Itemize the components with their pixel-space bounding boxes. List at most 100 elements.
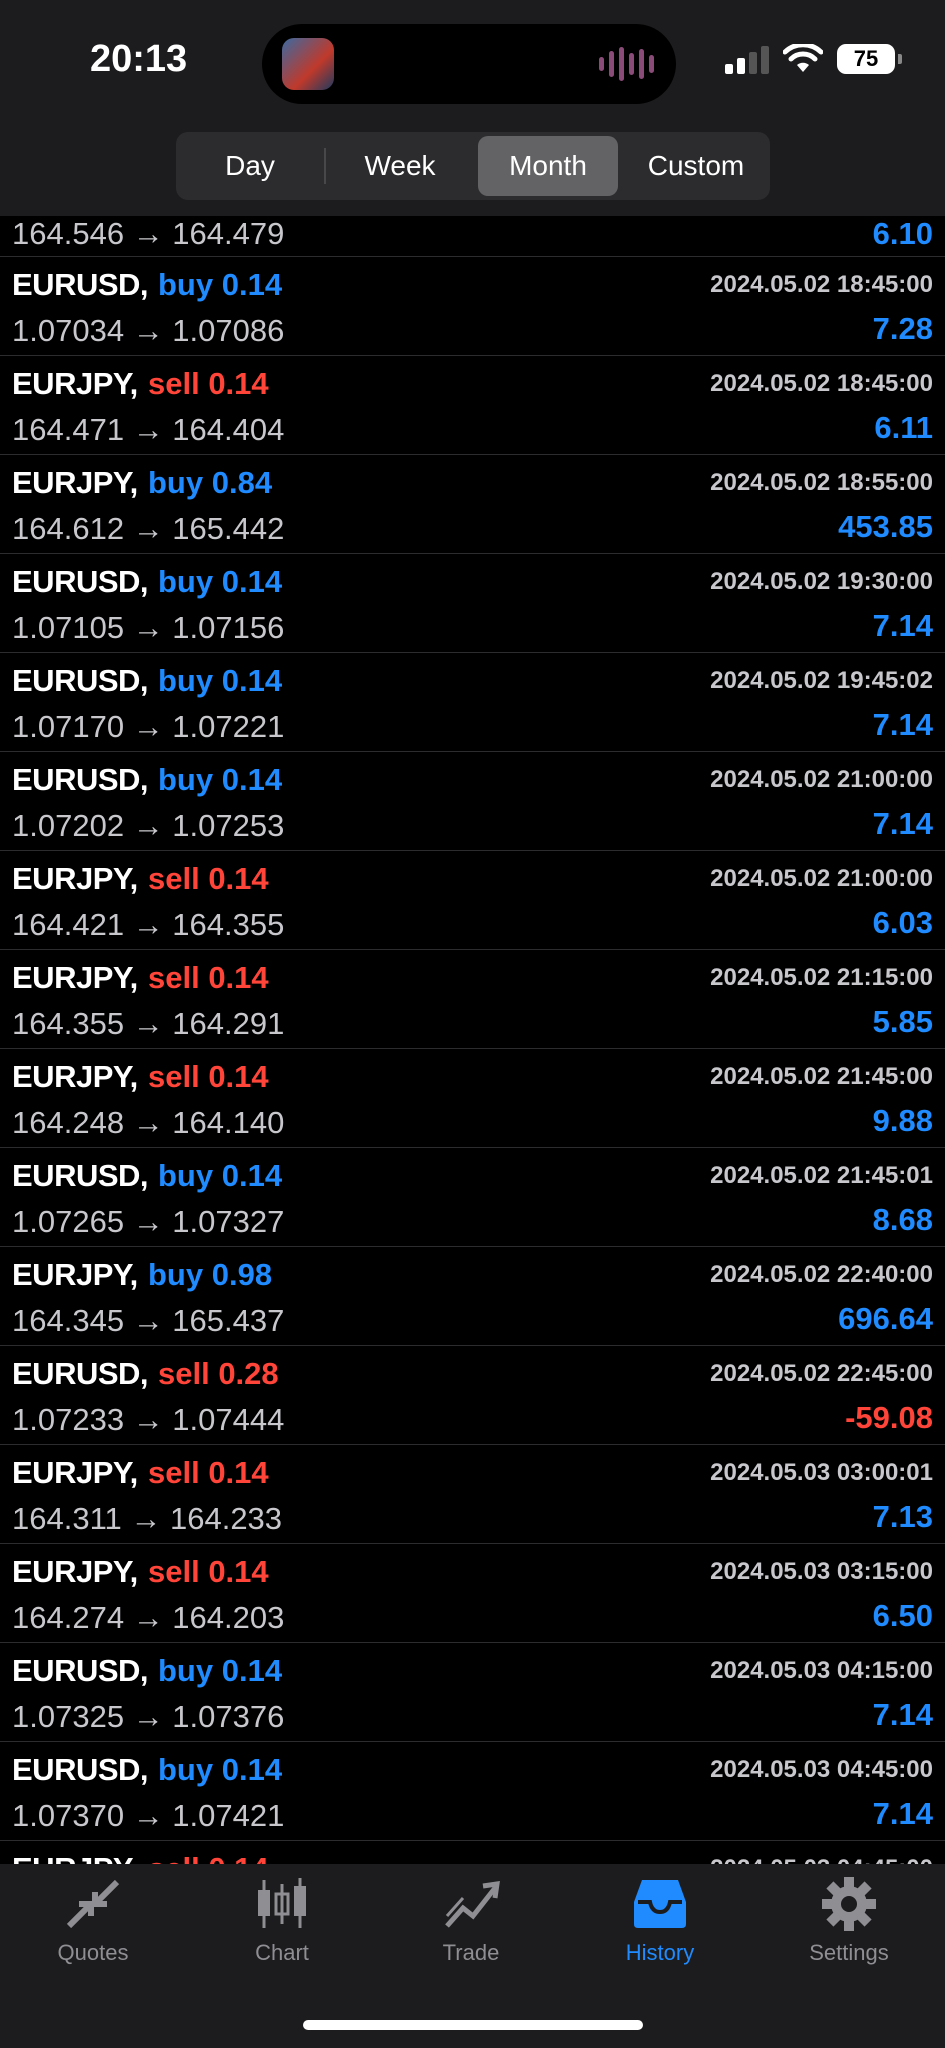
trade-symbol: EURJPY, (12, 861, 138, 896)
trade-profit: 6.50 (872, 1598, 933, 1633)
tab-month[interactable]: Month (478, 136, 618, 196)
trade-symbol: EURJPY, (12, 366, 138, 401)
trade-profit: 7.14 (872, 608, 933, 643)
list-item[interactable]: EURUSD, buy 0.14 1.07370 → 1.07421 2024.05.… (0, 1742, 945, 1841)
trade-side: buy 0.98 (148, 1257, 273, 1292)
trade-prices: 164.274 → 164.203 (12, 1600, 285, 1635)
trade-symbol: EURJPY, (12, 465, 138, 500)
tab-label: Chart (255, 1940, 309, 1965)
bottom-tab-bar: Quotes Chart Trade History (0, 1864, 945, 2048)
trade-side: buy 0.14 (158, 1653, 283, 1688)
tab-settings[interactable]: Settings (779, 1876, 919, 1986)
trade-side: buy 0.14 (158, 1752, 283, 1787)
trade-time: 2024.05.02 21:15:00 (710, 964, 933, 991)
trade-profit: 6.11 (874, 410, 933, 445)
trade-time: 2024.05.02 21:45:01 (710, 1162, 933, 1189)
trade-side: buy 0.14 (158, 564, 283, 599)
trade-prices: 164.248 → 164.140 (12, 1105, 285, 1140)
trade-prices: 164.546 → 164.479 (12, 216, 285, 251)
trade-profit: 7.14 (872, 806, 933, 841)
trade-symbol: EURUSD, (12, 1752, 149, 1787)
tab-history[interactable]: History (590, 1876, 730, 1986)
trade-time: 2024.05.02 18:45:00 (710, 370, 933, 397)
trade-prices: 164.311 → 164.233 (12, 1501, 283, 1536)
chart-icon (258, 1878, 306, 1928)
trade-time: 2024.05.02 21:45:00 (710, 1063, 933, 1090)
trade-side: buy 0.84 (148, 465, 273, 500)
tab-week[interactable]: Week (364, 150, 436, 181)
trade-time: 2024.05.03 04:15:00 (710, 1657, 933, 1684)
trade-profit: -59.08 (845, 1400, 933, 1435)
list-item[interactable]: 164.546 → 164.479 6.10 (0, 216, 945, 257)
list-item[interactable]: EURJPY, sell 0.14 164.421 → 164.355 2024.05… (0, 851, 945, 950)
list-item[interactable]: EURJPY, sell 0.14 164.274 → 164.203 2024.05… (0, 1544, 945, 1643)
settings-icon (822, 1877, 876, 1931)
trade-profit: 7.14 (872, 707, 933, 742)
trade-symbol: EURJPY, (12, 1851, 138, 1864)
trade-side: sell 0.14 (148, 861, 269, 896)
audio-wave-icon (599, 46, 654, 82)
battery-icon: 75 (837, 44, 902, 74)
trade-profit: 6.03 (872, 905, 933, 940)
trade-symbol: EURUSD, (12, 564, 149, 599)
trade-profit: 6.10 (872, 216, 933, 251)
trade-prices: 164.355 → 164.291 (12, 1006, 285, 1041)
tab-quotes[interactable]: Quotes (23, 1876, 163, 1986)
trade-symbol: EURJPY, (12, 960, 138, 995)
list-item[interactable]: EURUSD, buy 0.14 1.07105 → 1.07156 2024.05.… (0, 554, 945, 653)
list-item[interactable]: EURJPY, sell 0.14 164.471 → 164.404 2024.05… (0, 356, 945, 455)
trade-side: sell 0.28 (158, 1356, 279, 1391)
trade-symbol: EURUSD, (12, 1356, 149, 1391)
trade-profit: 5.85 (872, 1004, 933, 1039)
trade-prices: 164.471 → 164.404 (12, 412, 285, 447)
trade-prices: 1.07233 → 1.07444 (12, 1402, 285, 1437)
history-list[interactable]: 164.546 → 164.479 6.10 EURUSD, buy 0.14 1.… (0, 216, 945, 1864)
trade-time: 2024.05.02 22:45:00 (710, 1360, 933, 1387)
trade-side: sell 0.14 (148, 960, 269, 995)
app-icon (282, 38, 334, 90)
list-item[interactable]: EURJPY, buy 0.98 164.345 → 165.437 2024.05.… (0, 1247, 945, 1346)
header: 20:13 75 Day Week Month Custom (0, 0, 945, 216)
cellular-signal-icon (725, 44, 769, 74)
trade-prices: 1.07325 → 1.07376 (12, 1699, 285, 1734)
tab-label: Quotes (57, 1940, 129, 1965)
trade-prices: 1.07170 → 1.07221 (12, 709, 285, 744)
list-item[interactable]: EURJPY, buy 0.84 164.612 → 165.442 2024.05.… (0, 455, 945, 554)
list-item[interactable]: EURJPY, sell 0.14 2024.05.03 04:45:00 (0, 1841, 945, 1864)
list-item[interactable]: EURJPY, sell 0.14 164.248 → 164.140 2024.05… (0, 1049, 945, 1148)
list-item[interactable]: EURUSD, sell 0.28 1.07233 → 1.07444 2024.05… (0, 1346, 945, 1445)
tab-custom[interactable]: Custom (647, 150, 745, 181)
trade-symbol: EURUSD, (12, 762, 149, 797)
wifi-icon (783, 44, 823, 72)
trade-symbol: EURUSD, (12, 267, 149, 302)
tab-chart[interactable]: Chart (212, 1876, 352, 1986)
list-item[interactable]: EURUSD, buy 0.14 1.07202 → 1.07253 2024.05.… (0, 752, 945, 851)
trade-prices: 1.07370 → 1.07421 (12, 1798, 285, 1833)
trade-prices: 164.421 → 164.355 (12, 907, 285, 942)
trade-time: 2024.05.03 04:45:00 (710, 1756, 933, 1783)
tab-trade[interactable]: Trade (401, 1876, 541, 1986)
trade-profit: 9.88 (872, 1103, 933, 1138)
list-item[interactable]: EURJPY, sell 0.14 164.355 → 164.291 2024.05… (0, 950, 945, 1049)
list-item[interactable]: EURUSD, buy 0.14 1.07325 → 1.07376 2024.05.… (0, 1643, 945, 1742)
trade-profit: 453.85 (838, 509, 933, 544)
trade-symbol: EURUSD, (12, 663, 149, 698)
trade-symbol: EURJPY, (12, 1059, 138, 1094)
list-item[interactable]: EURUSD, buy 0.14 1.07265 → 1.07327 2024.05.… (0, 1148, 945, 1247)
trade-symbol: EURUSD, (12, 1158, 149, 1193)
trade-time: 2024.05.03 04:45:00 (710, 1855, 933, 1864)
trade-symbol: EURJPY, (12, 1455, 138, 1490)
trade-prices: 164.345 → 165.437 (12, 1303, 285, 1338)
trade-side: sell 0.14 (148, 1059, 269, 1094)
trade-symbol: EURUSD, (12, 1653, 149, 1688)
list-item[interactable]: EURJPY, sell 0.14 164.311 → 164.233 2024.05… (0, 1445, 945, 1544)
tab-label: Settings (809, 1940, 889, 1965)
trade-side: buy 0.14 (158, 663, 283, 698)
list-item[interactable]: EURUSD, buy 0.14 1.07034 → 1.07086 2024.05.… (0, 257, 945, 356)
trade-time: 2024.05.02 21:00:00 (710, 865, 933, 892)
list-item[interactable]: EURUSD, buy 0.14 1.07170 → 1.07221 2024.05.… (0, 653, 945, 752)
trade-time: 2024.05.02 19:30:00 (710, 568, 933, 595)
tab-day[interactable]: Day (225, 150, 275, 181)
trade-time: 2024.05.02 21:00:00 (710, 766, 933, 793)
trade-side: buy 0.14 (158, 762, 283, 797)
